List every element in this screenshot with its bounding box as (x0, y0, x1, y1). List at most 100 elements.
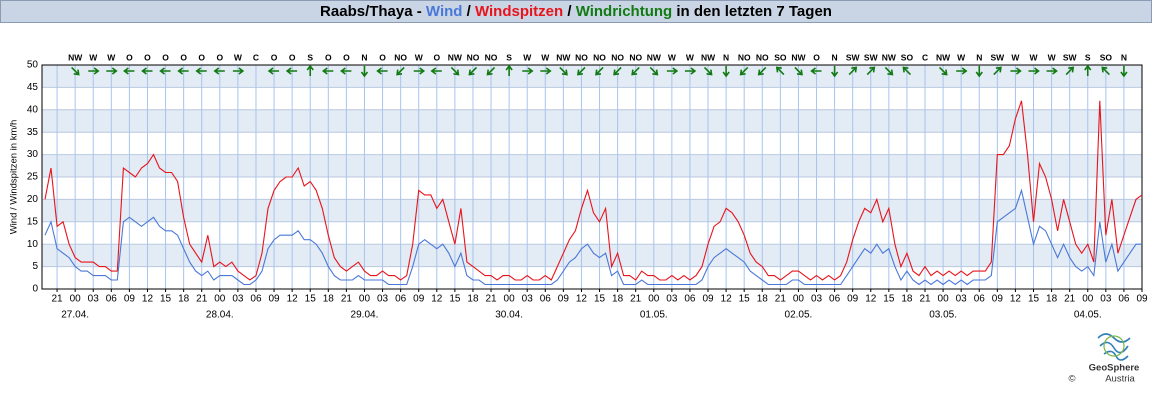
wind-direction: W (956, 52, 968, 75)
wind-direction: W (1028, 52, 1040, 75)
wind-direction: O (177, 52, 189, 75)
wind-direction-label: O (433, 52, 440, 62)
y-tick-label: 0 (32, 284, 38, 295)
x-tick-label: 18 (178, 294, 190, 305)
wind-direction-label: NW (936, 52, 951, 62)
wind-direction-label: O (289, 52, 296, 62)
y-tick-label: 20 (27, 194, 39, 205)
wind-direction: N (722, 52, 730, 78)
x-tick-label: 03 (666, 294, 678, 305)
wind-arrow (576, 66, 586, 76)
wind-direction: NO (629, 52, 642, 76)
wind-direction: O (267, 52, 280, 75)
wind-arrow (993, 66, 1002, 76)
wind-arrow (321, 67, 334, 75)
x-tick-label: 15 (160, 294, 172, 305)
wind-direction-label: NW (701, 52, 716, 62)
wind-arrow (757, 66, 767, 76)
x-tick-label: 03 (811, 294, 823, 305)
wind-direction-label: NO (593, 52, 606, 62)
x-tick-label: 21 (485, 294, 497, 305)
wind-arrow (1010, 67, 1022, 75)
wind-direction: NO (611, 52, 624, 76)
x-tick-label: 06 (1118, 294, 1130, 305)
x-tick-label: 06 (974, 294, 986, 305)
wind-direction-label: NW (448, 52, 463, 62)
wind-direction-label: O (325, 52, 332, 62)
brand-country: Austria (1105, 374, 1135, 385)
wind-arrow (848, 66, 858, 76)
wind-direction-label: S (307, 52, 313, 62)
wind-direction-label: N (976, 52, 982, 62)
wind-arrow (1046, 67, 1058, 75)
x-tick-label: 15 (883, 294, 895, 305)
wind-direction: W (666, 52, 679, 75)
x-tick-label: 21 (1064, 294, 1076, 305)
wind-direction-label: W (1048, 52, 1057, 62)
x-tick-label: 12 (865, 294, 877, 305)
title-series: Wind (426, 3, 463, 20)
y-tick-label: 35 (27, 127, 39, 138)
wind-direction: SO (901, 52, 913, 76)
wind-direction-label: N (1121, 52, 1127, 62)
wind-arrow (88, 67, 100, 75)
wind-direction: O (810, 52, 822, 75)
wind-arrow (722, 66, 730, 78)
wind-direction-label: W (541, 52, 550, 62)
x-day-label: 29.04. (351, 310, 379, 321)
wind-arrow (595, 66, 604, 76)
y-tick-label: 45 (27, 82, 39, 93)
title-part: Raabs/Thaya - (320, 3, 426, 20)
x-tick-label: 15 (739, 294, 751, 305)
y-tick-label: 10 (27, 239, 39, 250)
x-day-label: 01.05. (640, 310, 668, 321)
wind-direction-label: O (343, 52, 350, 62)
wind-direction-label: NO (394, 52, 407, 62)
x-tick-label: 21 (196, 294, 208, 305)
wind-direction: NW (791, 52, 806, 76)
grid-band (42, 154, 1142, 177)
wind-direction: NO (593, 52, 606, 76)
wind-direction: W (413, 52, 426, 75)
wind-direction-label: N (832, 52, 838, 62)
x-day-label: 28.04. (206, 310, 234, 321)
line-series (44, 100, 1143, 281)
wind-direction: O (123, 52, 135, 75)
wind-direction: NW (647, 52, 662, 76)
wind-arrow (430, 67, 442, 75)
wind-direction-label: NO (756, 52, 769, 62)
wind-direction: NW (882, 52, 897, 76)
x-tick-label: 03 (377, 294, 389, 305)
x-tick-label: 21 (341, 294, 353, 305)
x-tick-label: 18 (612, 294, 624, 305)
x-tick-label: 09 (268, 294, 280, 305)
wind-direction: SW (990, 52, 1005, 76)
wind-arrow (559, 66, 568, 76)
wind-arrow (376, 67, 388, 75)
x-tick-label: 03 (522, 294, 534, 305)
grid-band (42, 65, 1142, 88)
wind-arrow (775, 66, 785, 76)
wind-direction: W (540, 52, 552, 75)
x-tick-label: 09 (992, 294, 1004, 305)
wind-direction-label: NO (611, 52, 624, 62)
wind-direction-label: SW (1063, 52, 1078, 62)
wind-arrow (195, 67, 207, 75)
x-tick-label: 18 (1046, 294, 1058, 305)
wind-arrow (684, 67, 697, 75)
wind-arrow (1028, 67, 1040, 75)
wind-direction: O (159, 52, 171, 75)
wind-direction-label: S (506, 52, 512, 62)
x-tick-label: 12 (431, 294, 443, 305)
wind-arrow (884, 66, 894, 76)
wind-direction: W (684, 52, 697, 75)
wind-direction: NO (575, 52, 588, 76)
wind-direction: W (522, 52, 534, 75)
wind-direction: SW (1063, 52, 1078, 76)
wind-arrow (902, 66, 912, 76)
y-tick-label: 40 (27, 104, 39, 115)
wind-direction-label: W (234, 52, 243, 62)
wind-arrow (830, 66, 839, 78)
x-tick-label: 21 (630, 294, 642, 305)
